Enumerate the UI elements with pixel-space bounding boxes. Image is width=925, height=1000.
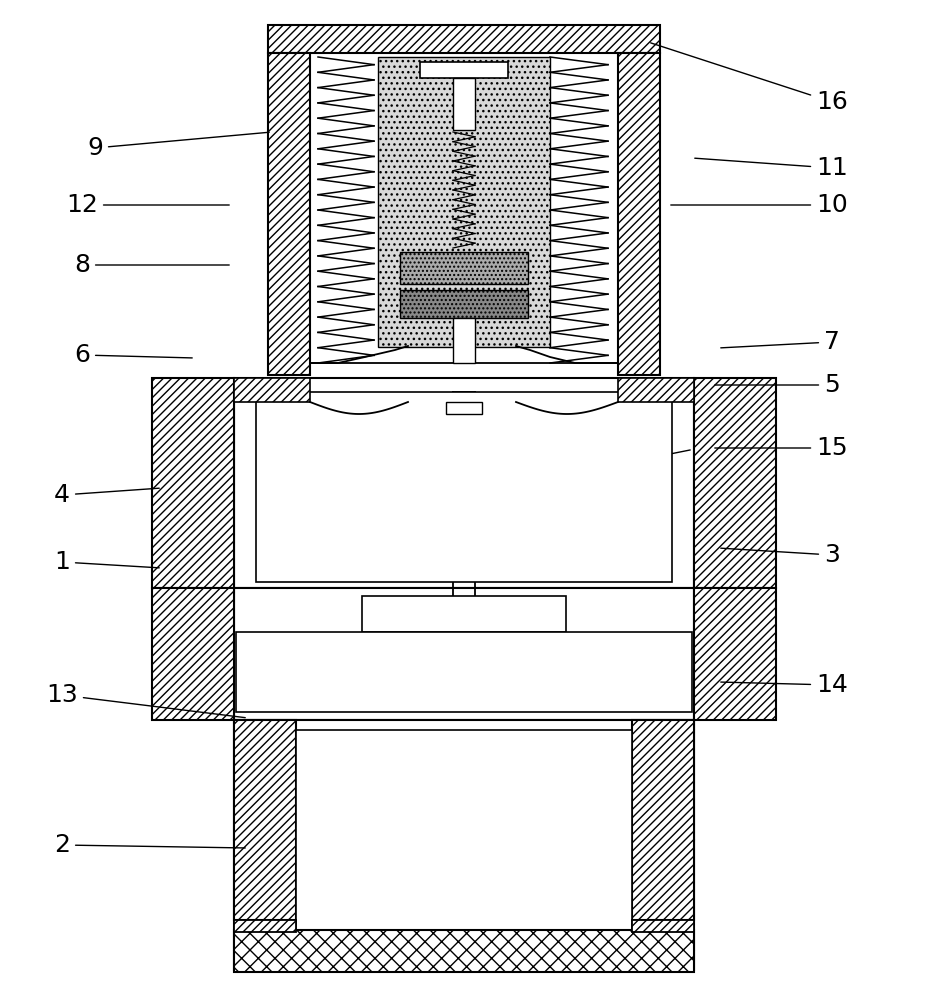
Text: 12: 12 [66, 193, 229, 217]
Bar [296, 730, 632, 960]
Bar [268, 25, 660, 53]
Text: 15: 15 [715, 436, 848, 460]
Text: 16: 16 [650, 43, 848, 114]
Bar [378, 57, 550, 347]
Bar [362, 596, 566, 632]
Bar [152, 378, 234, 588]
Text: 13: 13 [46, 683, 245, 718]
Bar [694, 378, 776, 588]
Text: 8: 8 [74, 253, 229, 277]
Text: 14: 14 [721, 673, 848, 697]
Bar [234, 920, 296, 932]
Bar [256, 392, 672, 582]
Text: 1: 1 [54, 550, 159, 574]
Bar [453, 78, 475, 130]
Text: 6: 6 [74, 343, 192, 367]
Text: 3: 3 [721, 543, 840, 567]
Bar [694, 588, 776, 720]
Bar [632, 920, 694, 932]
Bar [152, 588, 234, 720]
Bar [310, 53, 618, 363]
Bar [453, 318, 475, 363]
Bar [618, 378, 694, 402]
Bar [234, 378, 310, 402]
Text: 2: 2 [54, 833, 245, 857]
Bar [268, 53, 310, 375]
Bar [446, 402, 482, 414]
Bar [234, 720, 694, 970]
Bar [420, 62, 508, 78]
Bar [236, 632, 692, 712]
Bar [632, 720, 694, 920]
Text: 5: 5 [715, 373, 840, 397]
Bar [234, 930, 694, 972]
Text: 11: 11 [695, 156, 848, 180]
Text: 7: 7 [721, 330, 840, 354]
Bar [234, 720, 296, 920]
Bar [618, 53, 660, 375]
Text: 4: 4 [54, 483, 159, 507]
Bar [234, 588, 694, 720]
Bar [234, 378, 694, 588]
Bar [400, 252, 528, 284]
Text: 9: 9 [87, 132, 269, 160]
Bar [400, 290, 528, 318]
Text: 10: 10 [671, 193, 848, 217]
